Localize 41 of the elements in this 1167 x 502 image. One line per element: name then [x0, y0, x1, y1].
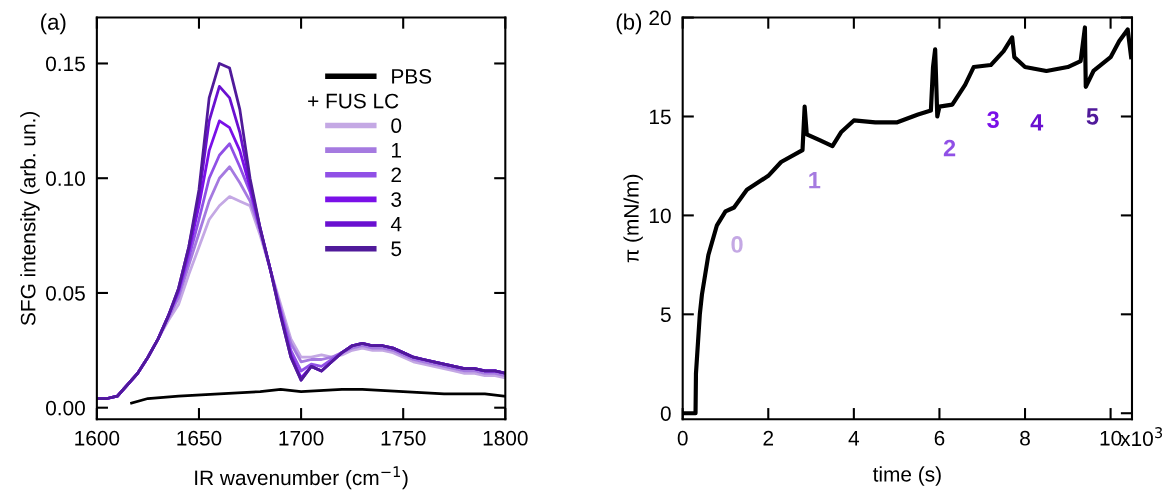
- x-tick-label: 6: [934, 430, 945, 446]
- legend-title: + FUS LC: [308, 93, 399, 109]
- annotation: 0: [731, 236, 743, 253]
- y-tick-label: 10: [650, 208, 671, 224]
- y-tick-label: 0.00: [46, 400, 85, 416]
- annotation: 2: [943, 139, 956, 157]
- y-tick-label: 0.15: [46, 56, 85, 72]
- x-axis-title: IR wavenumber (cm$^{−1}$): [195, 466, 408, 490]
- x-tick-label: 2: [763, 430, 774, 446]
- annotation: 1: [809, 172, 821, 189]
- legend-label: PBS: [392, 69, 432, 84]
- x-tick-label: 1650: [177, 430, 222, 446]
- x-tick-label: 1600: [75, 430, 120, 446]
- annotation: 3: [987, 111, 999, 128]
- x-tick-label: 1700: [279, 430, 324, 446]
- y-tick-label: 0.05: [46, 285, 85, 301]
- y-tick-label: 15: [650, 109, 671, 125]
- annotation: 4: [1030, 114, 1044, 131]
- y-tick-label: 0: [660, 406, 671, 421]
- chart-title: (a): [41, 13, 66, 35]
- x-tick-label: 1800: [483, 430, 528, 446]
- x-tick-label: 8: [1020, 430, 1030, 446]
- y-tick-label: 0.10: [46, 171, 85, 186]
- y-tick-label: 5: [660, 307, 671, 323]
- x-tick-label: 0: [677, 430, 688, 446]
- x-tick-label: 4: [848, 431, 860, 446]
- x-tick-label: 10: [1100, 430, 1122, 446]
- legend-label: 1: [392, 143, 402, 158]
- chart-title: (b): [616, 13, 642, 35]
- legend-label: 5: [391, 241, 402, 257]
- legend-label: 4: [390, 216, 402, 232]
- x-axis-title: time (s): [872, 466, 941, 486]
- y-axis-title: π (mN/m): [623, 174, 643, 263]
- text: x10$^{3}$: [1120, 427, 1163, 447]
- y-axis-title: SFG intensity (arb. un.): [20, 111, 40, 326]
- legend-label: 2: [391, 167, 401, 183]
- annotation: 5: [1086, 108, 1099, 125]
- legend-label: 0: [391, 118, 402, 134]
- y-tick-label: 20: [649, 10, 671, 26]
- x-tick-label: 1750: [381, 430, 426, 446]
- legend-label: 3: [391, 192, 402, 207]
